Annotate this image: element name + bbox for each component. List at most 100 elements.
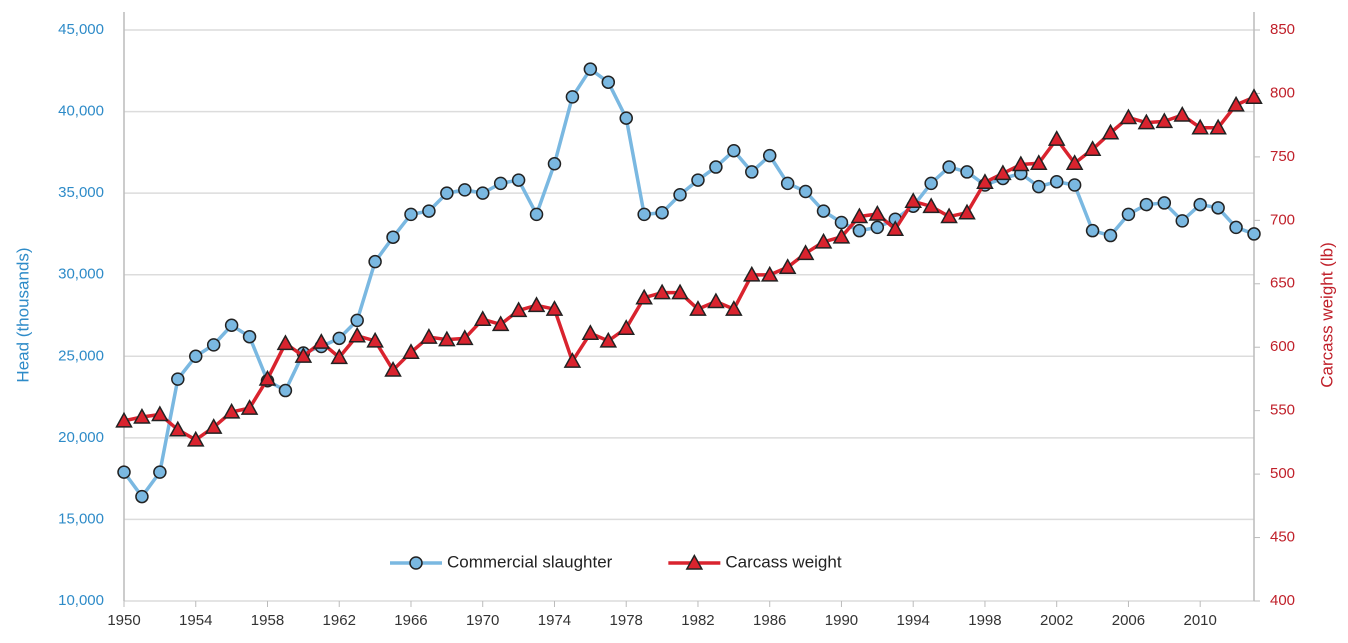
marker bbox=[509, 301, 528, 318]
y2-tick-label: 450 bbox=[1270, 529, 1295, 546]
marker bbox=[653, 283, 671, 300]
marker bbox=[565, 90, 580, 104]
marker bbox=[832, 227, 851, 244]
x-tick-label: 1994 bbox=[897, 612, 930, 629]
x-tick-label: 1990 bbox=[825, 612, 858, 629]
y2-tick-label: 550 bbox=[1270, 402, 1295, 419]
marker bbox=[563, 352, 582, 368]
marker bbox=[366, 331, 384, 348]
marker bbox=[958, 203, 976, 220]
marker bbox=[1175, 214, 1190, 228]
marker bbox=[171, 372, 185, 386]
marker bbox=[473, 310, 492, 327]
marker bbox=[1121, 207, 1136, 222]
marker bbox=[709, 160, 723, 174]
marker bbox=[186, 430, 205, 447]
legend-item: Commercial slaughter bbox=[390, 552, 613, 571]
series-line bbox=[122, 67, 1255, 499]
marker bbox=[745, 165, 759, 179]
marker bbox=[294, 347, 313, 363]
x-tick-label: 2006 bbox=[1112, 612, 1145, 629]
marker bbox=[1173, 105, 1192, 122]
marker bbox=[707, 292, 725, 309]
x-tick-label: 1966 bbox=[394, 612, 427, 629]
marker bbox=[1211, 201, 1225, 215]
marker bbox=[420, 328, 438, 344]
y2-axis-title: Carcass weight (lb) bbox=[1317, 242, 1336, 388]
marker bbox=[816, 204, 831, 218]
series-line bbox=[123, 95, 1255, 442]
marker bbox=[117, 465, 131, 479]
marker bbox=[1247, 227, 1261, 241]
marker bbox=[1083, 140, 1102, 157]
marker bbox=[727, 143, 741, 158]
marker bbox=[760, 265, 779, 282]
y-tick-label: 30,000 bbox=[58, 266, 104, 283]
marker bbox=[976, 173, 994, 190]
marker bbox=[868, 204, 887, 221]
x-tick-label: 2002 bbox=[1040, 612, 1073, 629]
marker bbox=[545, 300, 564, 316]
marker bbox=[1193, 197, 1207, 212]
legend-label: Commercial slaughter bbox=[447, 552, 613, 571]
marker bbox=[222, 402, 241, 419]
marker bbox=[922, 197, 940, 214]
marker bbox=[348, 326, 366, 343]
marker bbox=[635, 288, 653, 305]
y-tick-label: 20,000 bbox=[58, 429, 104, 446]
marker bbox=[384, 361, 402, 377]
marker bbox=[115, 411, 133, 428]
marker bbox=[617, 319, 635, 335]
marker bbox=[224, 318, 239, 333]
marker bbox=[960, 165, 974, 179]
y2-tick-label: 700 bbox=[1270, 211, 1295, 228]
marker bbox=[188, 349, 203, 364]
marker bbox=[637, 207, 651, 222]
marker bbox=[276, 334, 295, 351]
x-tick-label: 1958 bbox=[251, 612, 284, 629]
marker bbox=[153, 465, 167, 479]
marker bbox=[440, 186, 454, 200]
marker bbox=[350, 313, 364, 328]
marker bbox=[475, 186, 490, 200]
y-tick-label: 15,000 bbox=[58, 510, 104, 527]
marker bbox=[834, 215, 849, 230]
x-tick-label: 1978 bbox=[610, 612, 643, 629]
series bbox=[115, 88, 1263, 447]
marker bbox=[814, 232, 833, 249]
marker bbox=[493, 176, 508, 191]
marker bbox=[151, 405, 169, 422]
marker bbox=[1049, 174, 1064, 189]
marker bbox=[242, 329, 257, 344]
x-tick-label: 2010 bbox=[1184, 612, 1217, 629]
y-tick-label: 45,000 bbox=[58, 21, 104, 38]
marker bbox=[994, 164, 1012, 181]
x-tick-label: 1970 bbox=[466, 612, 499, 629]
y2-tick-label: 500 bbox=[1270, 465, 1295, 482]
marker bbox=[1191, 118, 1209, 135]
marker bbox=[762, 148, 777, 163]
marker bbox=[601, 75, 616, 89]
y2-tick-label: 400 bbox=[1270, 592, 1295, 609]
marker bbox=[1209, 118, 1227, 135]
y2-tick-label: 600 bbox=[1270, 338, 1295, 355]
marker bbox=[1245, 88, 1263, 105]
marker bbox=[581, 324, 600, 341]
marker bbox=[258, 369, 277, 386]
marker bbox=[655, 205, 669, 220]
marker bbox=[852, 223, 867, 238]
marker bbox=[438, 330, 456, 347]
y2-tick-label: 650 bbox=[1270, 275, 1295, 292]
marker bbox=[206, 338, 221, 352]
y-tick-label: 35,000 bbox=[58, 184, 104, 201]
marker bbox=[312, 333, 331, 349]
x-tick-label: 1962 bbox=[323, 612, 356, 629]
y-tick-label: 25,000 bbox=[58, 347, 104, 364]
marker bbox=[778, 258, 797, 275]
marker bbox=[422, 204, 436, 218]
marker bbox=[870, 220, 885, 235]
marker bbox=[743, 265, 761, 282]
marker bbox=[240, 399, 259, 415]
marker bbox=[330, 348, 349, 365]
